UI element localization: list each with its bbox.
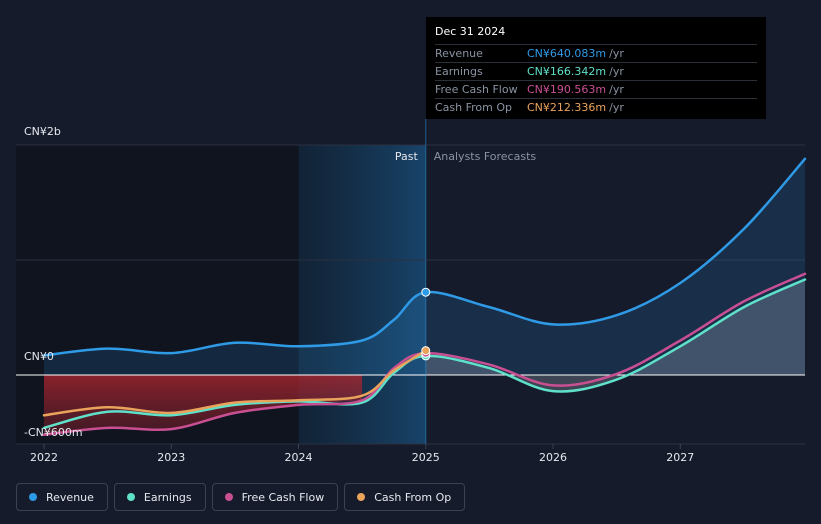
fcf-line: [42, 272, 807, 437]
tooltip-date: Dec 31 2024: [435, 25, 506, 38]
legend-label: Earnings: [143, 490, 192, 504]
cfo-marker: [421, 346, 431, 356]
tooltip-label: Free Cash Flow: [435, 83, 518, 96]
x-tick-label: 2022: [30, 451, 58, 464]
x-tick-label: 2026: [539, 451, 567, 464]
cfo-line: [42, 349, 428, 417]
x-tick-label: 2025: [412, 451, 440, 464]
x-tick-label: 2024: [285, 451, 313, 464]
tooltip-label: Revenue: [435, 47, 483, 60]
y-axis-label-bottom: -CN¥600m: [24, 426, 83, 439]
revenue-marker: [421, 287, 431, 297]
x-tick-label: 2023: [157, 451, 185, 464]
legend-dot-icon: [224, 493, 233, 501]
tooltip-value: CN¥166.342m: [527, 65, 607, 78]
tooltip-row: Cash From Op CN¥212.336m/yr: [435, 98, 757, 116]
legend-label: Revenue: [46, 490, 94, 504]
earnings-area: [425, 279, 805, 392]
grid-lines: [16, 144, 805, 445]
legend-item-cash-from-op[interactable]: Cash From Op: [344, 483, 466, 511]
tooltip-unit: /yr: [609, 83, 624, 96]
revenue-area: [43, 158, 806, 375]
tooltip-label: Cash From Op: [435, 101, 513, 114]
analysts-forecasts-label: Analysts Forecasts: [434, 150, 537, 163]
legend-item-free-cash-flow[interactable]: Free Cash Flow: [211, 483, 339, 511]
legend-label: Cash From Op: [374, 490, 452, 504]
x-tick-label: 2027: [666, 451, 694, 464]
tooltip-value: CN¥190.563m: [527, 83, 607, 96]
legend-dot-icon: [126, 493, 135, 501]
legend-item-revenue[interactable]: Revenue: [16, 483, 108, 511]
y-axis-label-zero: CN¥0: [24, 350, 54, 363]
tooltip-row: Earnings CN¥166.342m/yr: [435, 62, 757, 80]
earnings-revenue-chart: CN¥2b CN¥0 -CN¥600m Past Analysts Foreca…: [16, 119, 807, 464]
tooltip-unit: /yr: [609, 65, 624, 78]
tooltip-label: Earnings: [435, 65, 483, 78]
tooltip-value: CN¥640.083m: [527, 47, 607, 60]
tooltip-unit: /yr: [609, 47, 624, 60]
tooltip-row: Revenue CN¥640.083m/yr: [435, 44, 757, 62]
tooltip-row: Free Cash Flow CN¥190.563m/yr: [435, 80, 757, 98]
tooltip-unit: /yr: [609, 101, 624, 114]
loss-area: [43, 375, 363, 435]
chart-legend: Revenue Earnings Free Cash Flow Cash From O…: [16, 483, 466, 511]
legend-item-earnings[interactable]: Earnings: [113, 483, 206, 511]
tooltip-value: CN¥212.336m: [527, 101, 607, 114]
past-label: Past: [395, 150, 419, 163]
y-axis-label-top: CN¥2b: [24, 125, 61, 138]
data-tooltip: Dec 31 2024 Revenue CN¥640.083m/yr Earning…: [426, 17, 766, 119]
legend-label: Free Cash Flow: [241, 490, 325, 504]
legend-dot-icon: [29, 493, 37, 501]
revenue-line: [42, 157, 807, 357]
x-axis: 2022 2023 2024 2025 2026 2027: [30, 444, 694, 464]
legend-dot-icon: [357, 493, 366, 501]
